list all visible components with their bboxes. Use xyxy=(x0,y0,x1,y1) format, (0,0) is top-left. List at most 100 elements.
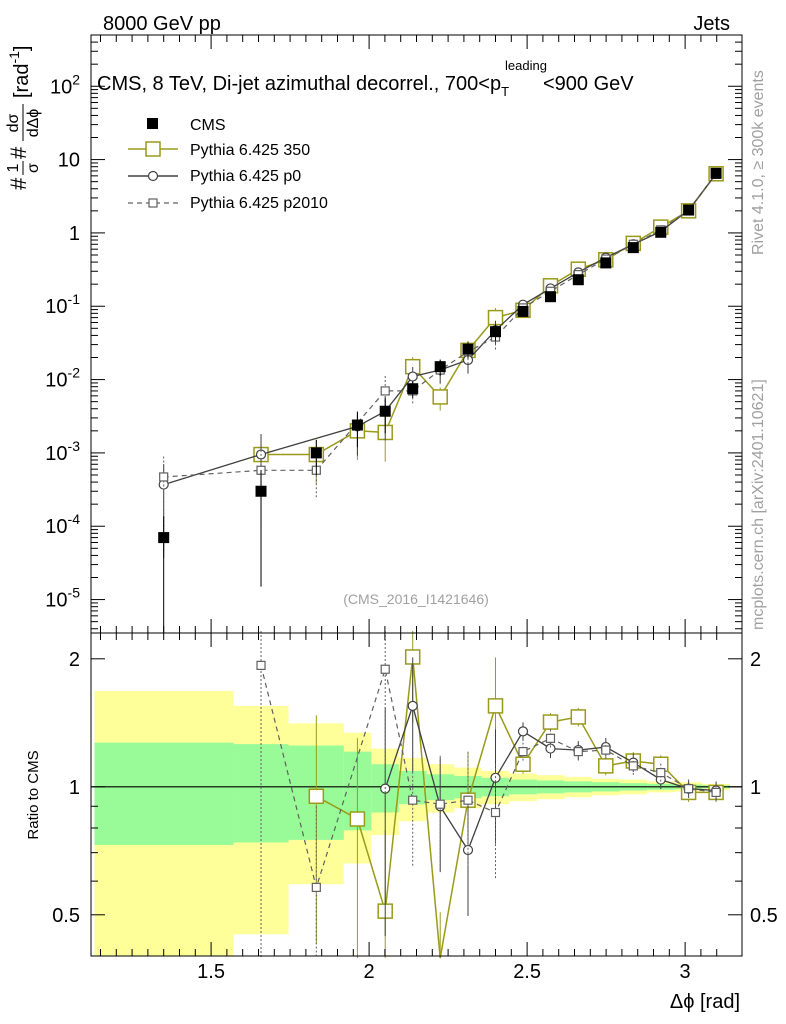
main-y-tick-label: 10-2 xyxy=(45,365,80,392)
ylabel-hash: # xyxy=(6,177,31,190)
ratio-y-tick-label-right: 2 xyxy=(750,649,761,671)
mcplots-label: mcplots.cern.ch [arXiv:2401.10621] xyxy=(750,379,767,630)
ylabel-ddphi: dΔϕ xyxy=(25,109,42,138)
ylabel-unit-close: ] xyxy=(11,46,33,52)
cms-point xyxy=(158,532,170,544)
legend-marker-pythia-350 xyxy=(145,141,161,157)
main-y-tick-exp: -3 xyxy=(68,438,81,454)
ratio-pythia-p0-point xyxy=(407,700,418,711)
cms-point xyxy=(407,383,419,395)
cms-point xyxy=(351,419,363,431)
ratio-pythia-350-point xyxy=(598,758,614,774)
ratio-ylabel: Ratio to CMS xyxy=(25,750,42,839)
cms-point xyxy=(683,204,695,216)
main-ylabel: # 1 σ # dσ dΔϕ [rad-1] xyxy=(5,46,42,190)
ratio-pythia-p2010-line xyxy=(260,665,717,890)
ratio-pythia-p2010-point xyxy=(408,795,418,805)
x-axis: 1.5 2 2.5 3 xyxy=(99,35,718,983)
ratio-pythia-p2010-point xyxy=(656,767,666,778)
ratio-pythia-p2010-point xyxy=(380,664,390,674)
main-y-tick-label: 10-1 xyxy=(45,291,80,318)
ylabel-unit-text: [rad xyxy=(11,64,33,98)
x-tick-label: 1.5 xyxy=(197,961,225,983)
x-tick-label: 2 xyxy=(364,961,375,983)
rivet-version-label: Rivet 4.1.0, ≥ 300k events xyxy=(750,70,767,255)
ratio-pythia-p2010-point xyxy=(311,882,321,892)
cms-point xyxy=(572,274,584,286)
legend-label-cms: CMS xyxy=(190,117,226,134)
chart-title-suffix: <900 GeV xyxy=(543,73,634,95)
band-inner xyxy=(94,742,234,845)
cms-point xyxy=(255,485,267,497)
ratio-pythia-p0-point xyxy=(517,726,529,737)
main-y-tick-exp: -1 xyxy=(68,291,81,307)
ratio-panel: 0.5 0.5 1 1 2 2 Ratio to CMS xyxy=(25,631,778,959)
main-y-tick-label: 10-4 xyxy=(45,511,80,538)
legend-marker-cms xyxy=(147,118,158,129)
main-y-tick-label: 10-3 xyxy=(45,438,80,465)
cms-point xyxy=(627,242,639,254)
main-y-tick-base: 10 xyxy=(45,443,67,465)
chart-title: CMS, 8 TeV, Di-jet azimuthal decorrel., … xyxy=(97,58,634,99)
legend-label-pythia-p2010: Pythia 6.425 p2010 xyxy=(190,195,328,212)
cms-point xyxy=(544,291,556,303)
pythia-p0-point xyxy=(407,371,418,382)
analysis-id-label: (CMS_2016_I1421646) xyxy=(343,591,489,607)
legend-item-pythia-p2010: Pythia 6.425 p2010 xyxy=(128,195,328,212)
ratio-pythia-350-point xyxy=(349,811,366,827)
main-y-tick-label: 10 xyxy=(58,150,80,172)
ratio-pythia-350-point xyxy=(308,788,325,805)
ratio-y-tick-label: 2 xyxy=(69,649,80,671)
main-y-tick-label: 10-5 xyxy=(45,585,80,612)
ratio-pythia-p2010-point xyxy=(518,747,528,757)
pythia-p2010-point xyxy=(159,472,169,482)
legend-item-cms: CMS xyxy=(147,117,226,134)
ratio-pythia-p2010-point xyxy=(711,787,721,798)
ratio-pythia-350-point xyxy=(570,709,587,725)
ratio-pythia-p2010-point xyxy=(490,807,501,818)
ratio-pythia-350-point xyxy=(542,714,559,730)
ratio-pythia-350-point xyxy=(515,756,531,772)
chart-title-sub: T xyxy=(501,84,509,99)
x-tick-label: 2.5 xyxy=(513,961,541,983)
main-y-tick-label: 102 xyxy=(50,71,80,98)
ratio-pythia-p2010-point xyxy=(545,733,556,743)
ylabel-one: 1 xyxy=(5,163,22,172)
ratio-pythia-p0-point xyxy=(545,743,556,754)
main-y-tick-exp: 2 xyxy=(72,71,80,87)
ratio-y-tick-label: 1 xyxy=(69,777,80,799)
ratio-pythia-p2010-point xyxy=(435,799,445,809)
pythia-p0-line xyxy=(163,173,717,486)
cms-point xyxy=(434,361,446,373)
main-y-tick-base: 10 xyxy=(50,76,72,98)
ratio-y-axis: 0.5 0.5 1 1 2 2 xyxy=(52,649,778,927)
ratio-pythia-350-point xyxy=(487,698,504,714)
cms-point xyxy=(710,167,722,179)
chart-title-main: CMS, 8 TeV, Di-jet azimuthal decorrel., … xyxy=(97,73,501,95)
legend-label-pythia-350: Pythia 6.425 350 xyxy=(190,142,310,159)
main-y-tick-base: 10 xyxy=(45,296,67,318)
pythia-350-point xyxy=(432,389,448,405)
ratio-y-tick-label-right: 0.5 xyxy=(750,905,778,927)
ratio-y-tick-label: 0.5 xyxy=(52,905,80,927)
main-y-tick-base: 10 xyxy=(45,516,67,538)
ylabel-hash-2: # xyxy=(6,146,31,159)
chart-title-sup: leading xyxy=(505,58,547,73)
legend-label-pythia-p0: Pythia 6.425 p0 xyxy=(190,168,301,185)
cms-point xyxy=(462,343,474,355)
cms-point xyxy=(310,447,322,459)
ratio-marks xyxy=(256,631,724,959)
main-y-tick-exp: -2 xyxy=(68,365,81,381)
main-y-tick-label: 1 xyxy=(69,223,80,245)
ratio-pythia-p2010-point xyxy=(256,660,266,670)
legend-item-pythia-350: Pythia 6.425 350 xyxy=(128,141,310,159)
cms-point xyxy=(600,257,612,269)
pythia-p2010-point xyxy=(380,386,390,396)
ratio-pythia-p2010-point xyxy=(463,795,473,805)
ylabel-unit-sup: -1 xyxy=(6,51,22,64)
legend-item-pythia-p0: Pythia 6.425 p0 xyxy=(128,168,301,185)
main-y-tick-base: 10 xyxy=(45,590,67,612)
